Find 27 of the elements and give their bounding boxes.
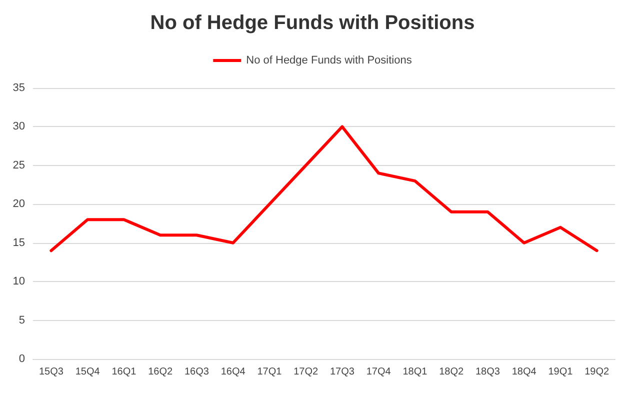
x-tick-label: 17Q4 [366, 366, 392, 378]
x-tick-label: 17Q1 [257, 366, 282, 378]
y-tick-label: 10 [12, 276, 25, 288]
x-tick-label: 18Q4 [512, 366, 537, 378]
x-tick-label: 16Q3 [184, 366, 210, 378]
x-tick-label: 17Q3 [330, 366, 355, 378]
chart-title: No of Hedge Funds with Positions [150, 12, 475, 34]
y-tick-label: 25 [12, 159, 25, 172]
y-tick-label: 35 [12, 82, 25, 94]
x-tick-label: 16Q1 [112, 366, 137, 378]
y-tick-label: 30 [12, 120, 25, 133]
x-tick-label: 18Q3 [475, 366, 500, 378]
y-tick-label: 20 [12, 198, 25, 210]
x-tick-label: 19Q1 [548, 366, 574, 378]
y-tick-label: 5 [18, 314, 25, 326]
x-tick-label: 18Q2 [439, 366, 464, 378]
x-tick-label: 15Q3 [38, 366, 64, 378]
x-tick-label: 15Q4 [75, 366, 100, 378]
y-tick-label: 15 [12, 236, 25, 249]
x-tick-label: 19Q2 [584, 366, 610, 378]
x-tick-label: 16Q2 [148, 366, 173, 378]
line-series [50, 125, 598, 252]
x-tick-label: 16Q4 [220, 366, 246, 378]
x-tick-label: 17Q2 [294, 366, 318, 378]
y-tick-label: 0 [18, 353, 25, 365]
x-tick-label: 18Q1 [402, 366, 428, 378]
legend-label: No of Hedge Funds with Positions [246, 54, 412, 66]
